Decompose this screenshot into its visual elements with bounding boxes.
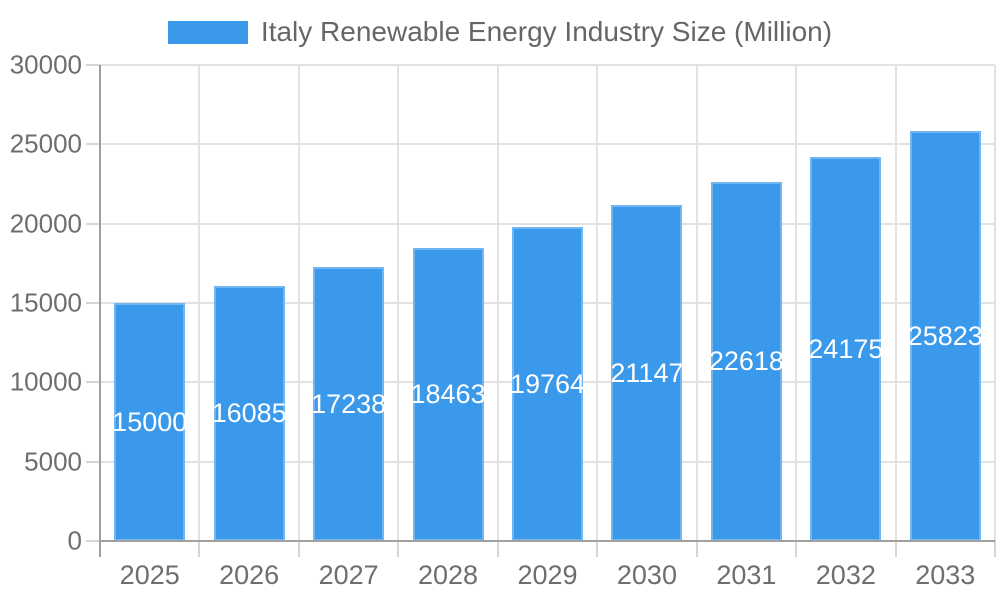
y-axis-label: 10000 xyxy=(9,366,82,397)
x-axis-label: 2025 xyxy=(119,560,180,590)
x-axis-label: 2029 xyxy=(517,560,578,590)
gridline-vertical xyxy=(695,65,698,541)
gridline-vertical xyxy=(795,65,798,541)
y-axis-tick xyxy=(86,460,100,463)
x-axis-tick xyxy=(198,541,201,557)
bar-2032[interactable]: 24175 xyxy=(808,157,884,541)
x-axis-tick xyxy=(695,541,698,557)
x-axis-tick xyxy=(894,541,897,557)
y-axis-tick xyxy=(86,64,100,66)
y-axis-label: 30000 xyxy=(9,49,82,80)
x-axis-tick xyxy=(795,541,798,557)
x-axis-line xyxy=(100,540,995,542)
y-axis-label: 15000 xyxy=(9,287,82,318)
bar-2025[interactable]: 15000 xyxy=(112,303,188,541)
bar-value-label: 25823 xyxy=(907,320,983,351)
bar-2029[interactable]: 19764 xyxy=(509,227,586,541)
y-axis-label: 25000 xyxy=(9,128,82,159)
bar-2028[interactable]: 18463 xyxy=(410,248,486,541)
y-axis-tick xyxy=(86,381,100,384)
y-axis-tick xyxy=(86,222,100,225)
y-axis-label: 0 xyxy=(67,525,82,556)
x-axis-tick xyxy=(994,541,996,557)
bar-2027[interactable]: 17238 xyxy=(311,267,387,541)
x-axis-label: 2028 xyxy=(418,560,479,590)
x-axis-tick xyxy=(397,541,400,557)
gridline-vertical xyxy=(297,65,300,541)
gridline-vertical xyxy=(894,65,897,541)
y-axis-tick xyxy=(86,143,100,146)
bar-value-label: 24175 xyxy=(808,333,884,364)
x-axis-tick xyxy=(496,541,499,557)
gridline-vertical xyxy=(596,65,599,541)
gridline-vertical xyxy=(994,65,996,541)
bar-value-label: 16085 xyxy=(211,398,287,428)
bar-value-label: 17238 xyxy=(311,388,387,419)
legend-label: Italy Renewable Energy Industry Size (Mi… xyxy=(260,16,833,47)
x-axis-label: 2030 xyxy=(616,560,677,590)
legend-item[interactable]: Italy Renewable Energy Industry Size (Mi… xyxy=(167,16,833,48)
x-axis-label: 2027 xyxy=(318,560,379,590)
bar-value-label: 18463 xyxy=(410,379,486,409)
y-axis-tick xyxy=(86,302,100,304)
x-axis-tick xyxy=(297,541,300,557)
bar-value-label: 21147 xyxy=(610,357,684,388)
bar-value-label: 15000 xyxy=(112,406,188,437)
x-axis-label: 2031 xyxy=(716,560,777,590)
bar-2031[interactable]: 22618 xyxy=(708,182,784,541)
y-axis-tick xyxy=(86,540,100,542)
bar-2033[interactable]: 25823 xyxy=(907,131,983,541)
gridline-horizontal xyxy=(100,64,995,66)
x-axis-tick xyxy=(596,541,599,557)
legend-swatch-icon xyxy=(167,20,248,44)
y-axis-label: 5000 xyxy=(24,446,82,477)
x-axis-label: 2032 xyxy=(815,560,876,590)
gridline-vertical xyxy=(198,65,201,541)
bar-value-label: 22618 xyxy=(708,346,784,376)
gridline-vertical xyxy=(397,65,400,541)
gridline-vertical xyxy=(496,65,499,541)
gridline-horizontal xyxy=(100,222,995,225)
chart-legend: Italy Renewable Energy Industry Size (Mi… xyxy=(0,16,1000,48)
x-axis-label: 2026 xyxy=(219,560,280,590)
y-axis-label: 20000 xyxy=(9,208,82,239)
gridline-horizontal xyxy=(100,143,995,146)
bar-value-label: 19764 xyxy=(509,368,586,399)
bar-2030[interactable]: 21147 xyxy=(610,205,684,541)
y-axis-line xyxy=(99,65,101,557)
bar-2026[interactable]: 16085 xyxy=(211,286,287,541)
x-axis-label: 2033 xyxy=(915,560,976,590)
